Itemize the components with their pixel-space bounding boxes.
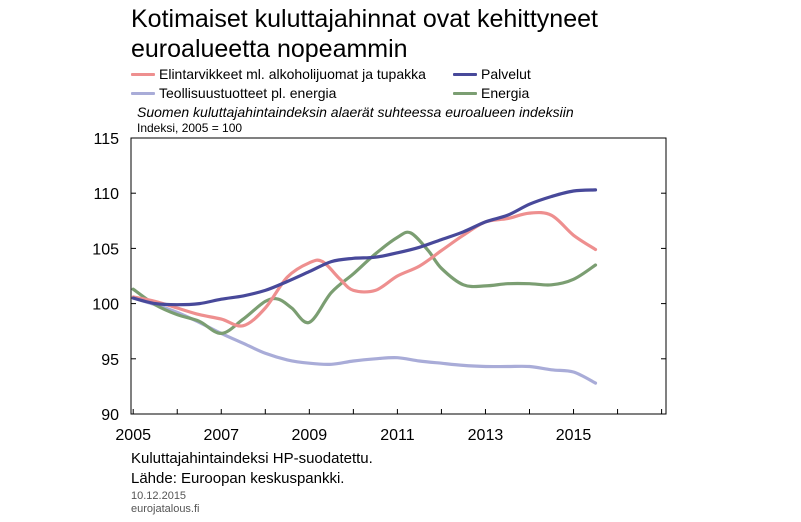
y-tick-label: 95 [101,352,119,369]
unit-label: Indeksi, 2005 = 100 [137,121,243,135]
chart-title-line-1: Kotimaiset kuluttajahinnat ovat kehittyn… [131,5,598,33]
footnote-source: Lähde: Euroopan keskuspankki. [131,470,345,487]
series-line-2 [131,296,598,385]
site-credit: eurojatalous.fi [131,503,200,515]
y-tick-label: 105 [92,241,119,258]
legend-swatch-elintarvikkeet [131,72,155,76]
x-tick-label: 2007 [203,427,239,444]
x-tick-label: 2005 [115,427,151,444]
series-line-0 [131,210,598,328]
series-group [131,188,598,385]
x-tick-label: 2011 [380,427,415,444]
footnote-method: Kuluttajahintaindeksi HP-suodatettu. [131,450,373,467]
chart-subtitle: Suomen kuluttajahintaindeksin alaerät su… [137,104,574,120]
legend-swatch-energia [453,91,477,95]
x-tick-label: 2013 [468,427,504,444]
publish-date: 10.12.2015 [131,490,187,502]
legend-swatch-teollisuustuotteet [131,91,155,95]
y-tick-label: 100 [92,297,119,314]
x-axis: 2005 2007 2009 2011 2013 2015 [115,409,663,444]
legend-item-elintarvikkeet: Elintarvikkeet ml. alkoholijuomat ja tup… [131,65,426,83]
y-tick-label: 115 [93,131,119,148]
legend-label-palvelut: Palvelut [481,66,531,82]
legend-label-teollisuustuotteet: Teollisuustuotteet pl. energia [159,85,337,101]
legend-item-energia: Energia [453,84,529,102]
legend-item-palvelut: Palvelut [453,65,531,83]
y-tick-label: 110 [93,186,119,203]
chart-title-line-2: euroalueetta nopeammin [131,35,408,63]
y-axis: 90 95 100 105 110 115 [92,131,666,424]
x-tick-label: 2009 [292,427,328,444]
series-line-1 [131,188,598,307]
x-tick-label: 2015 [556,427,592,444]
legend-swatch-palvelut [453,72,477,76]
chart-title: Kotimaiset kuluttajahinnat ovat kehittyn… [131,4,598,64]
series-line-3 [131,230,598,335]
legend-label-elintarvikkeet: Elintarvikkeet ml. alkoholijuomat ja tup… [159,66,426,82]
legend-label-energia: Energia [481,85,530,101]
plot-frame [130,137,667,415]
legend-item-teollisuustuotteet: Teollisuustuotteet pl. energia [131,84,336,102]
y-tick-label: 90 [101,407,119,424]
